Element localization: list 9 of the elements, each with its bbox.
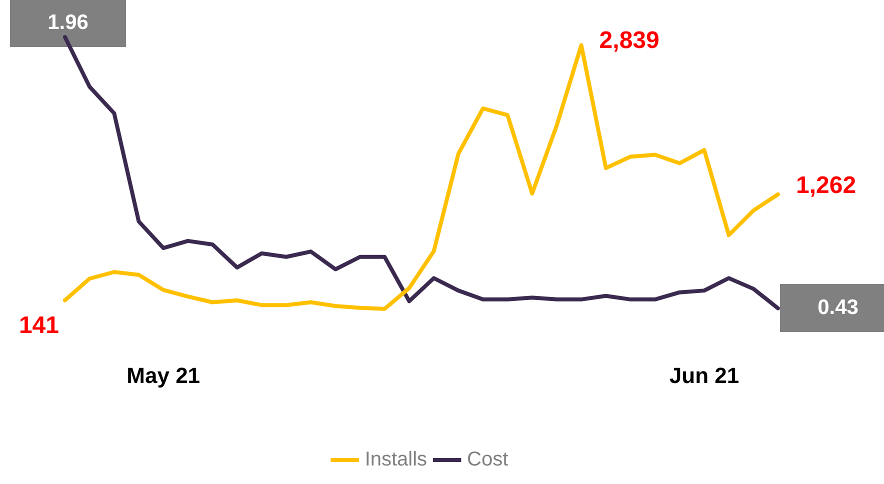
data-label: 1.96 — [48, 10, 88, 34]
data-label: 141 — [18, 312, 59, 339]
x-tick-label: Jun 21 — [669, 362, 740, 388]
legend-label: Installs — [364, 448, 428, 471]
data-label: 0.43 — [818, 296, 858, 320]
data-label: 2,839 — [599, 26, 660, 54]
data-label: 1,262 — [796, 172, 856, 199]
x-tick-label: May 21 — [126, 362, 200, 388]
legend-label: Cost — [467, 448, 509, 471]
